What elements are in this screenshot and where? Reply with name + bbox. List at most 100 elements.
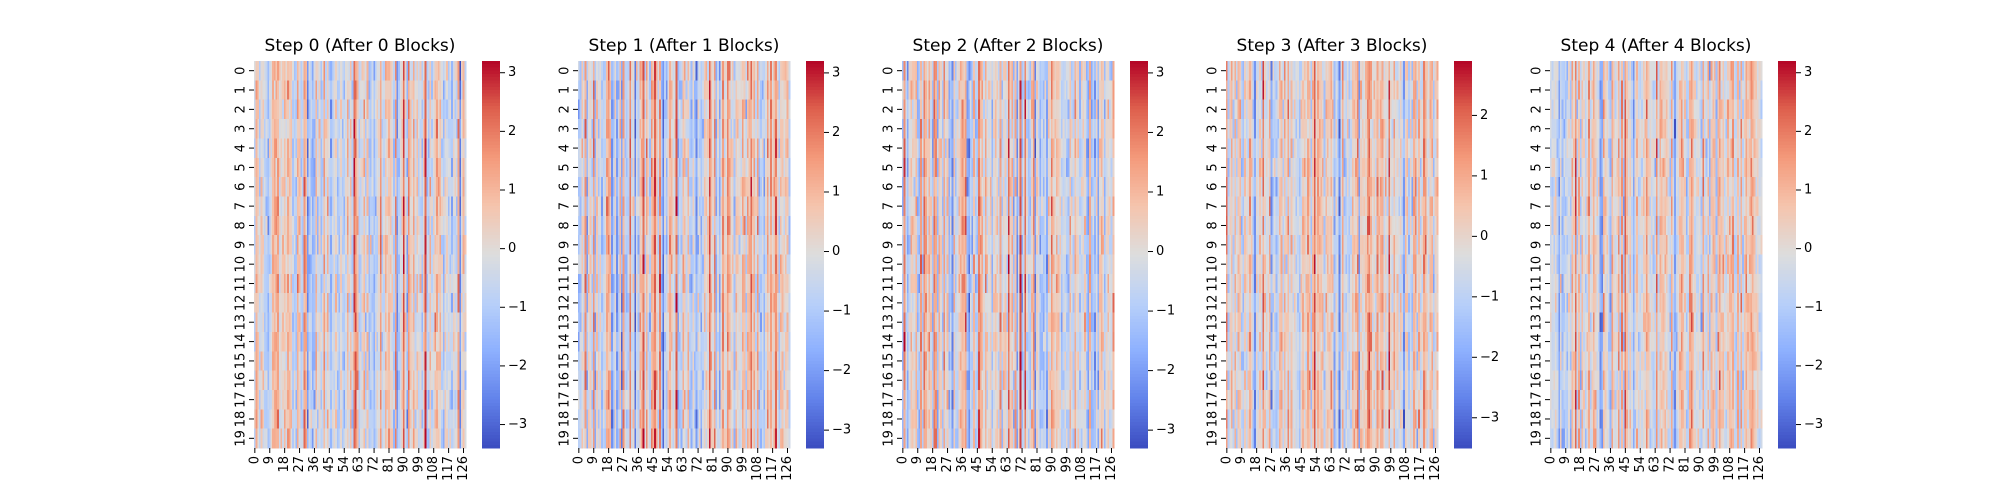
heatmap-cell xyxy=(687,177,690,197)
heatmap-cell xyxy=(287,196,290,217)
heatmap-cell xyxy=(439,428,442,449)
heatmap-cell xyxy=(452,119,455,139)
heatmap-cell xyxy=(340,293,343,313)
heatmap-cell xyxy=(378,235,381,255)
heatmap-cell xyxy=(688,254,692,275)
heatmap-cell xyxy=(578,215,581,236)
heatmap-cell xyxy=(637,119,640,139)
heatmap-cell xyxy=(283,254,286,275)
heatmap-cell xyxy=(320,370,323,391)
heatmap-cell xyxy=(619,196,622,217)
heatmap-cell xyxy=(647,177,650,197)
heatmap-cell xyxy=(403,99,406,120)
heatmap-cell xyxy=(612,235,615,255)
heatmap-cell xyxy=(401,138,404,159)
heatmap-cell xyxy=(278,196,281,217)
heatmap-cell xyxy=(703,61,706,81)
heatmap-cell xyxy=(745,61,748,81)
heatmap-cell xyxy=(330,428,333,449)
heatmap-cell xyxy=(741,138,745,159)
heatmap-cell xyxy=(326,215,329,236)
heatmap-cell xyxy=(260,235,263,255)
heatmap-cell xyxy=(374,196,377,217)
heatmap-cell xyxy=(586,157,589,178)
heatmap-cell xyxy=(677,215,680,236)
heatmap-cell xyxy=(295,370,298,391)
heatmap-cell xyxy=(343,177,346,197)
heatmap-cell xyxy=(700,80,703,101)
heatmap-cell xyxy=(461,254,464,275)
heatmap-cell xyxy=(705,99,708,120)
heatmap-cell xyxy=(346,99,349,120)
heatmap-cell xyxy=(707,215,710,236)
heatmap-cell xyxy=(258,157,262,178)
heatmap-cell xyxy=(452,254,455,275)
heatmap-cell xyxy=(639,254,642,275)
heatmap-cell xyxy=(632,119,635,139)
heatmap-cell xyxy=(287,138,290,159)
heatmap-cell xyxy=(408,370,411,391)
heatmap-cell xyxy=(343,428,346,449)
heatmap-cell xyxy=(690,235,693,255)
heatmap-cell xyxy=(338,293,341,313)
heatmap-cell xyxy=(409,351,412,371)
heatmap-cell xyxy=(318,428,321,449)
heatmap-cell xyxy=(285,351,288,371)
heatmap-cell xyxy=(748,196,751,217)
heatmap-cell xyxy=(680,157,683,178)
heatmap-cell xyxy=(429,254,432,275)
heatmap-cell xyxy=(336,157,339,178)
heatmap-cell xyxy=(350,196,353,217)
heatmap-cell xyxy=(459,196,462,217)
heatmap-cell xyxy=(263,177,266,197)
heatmap-cell xyxy=(688,196,692,217)
heatmap-cell xyxy=(434,351,437,371)
heatmap-cell xyxy=(627,61,630,81)
heatmap-cell xyxy=(363,61,366,81)
heatmap-cell xyxy=(295,254,298,275)
heatmap-cell xyxy=(652,80,655,101)
heatmap-cell xyxy=(258,409,262,430)
heatmap-cell xyxy=(431,215,434,236)
heatmap-cell xyxy=(323,138,326,159)
heatmap-cell xyxy=(343,119,346,139)
heatmap-cell xyxy=(275,196,278,217)
heatmap-cell xyxy=(258,99,262,120)
heatmap-cell xyxy=(409,80,412,101)
heatmap-cell xyxy=(399,351,402,371)
heatmap-cell xyxy=(393,119,396,139)
heatmap-cell xyxy=(316,235,319,255)
heatmap-cell xyxy=(326,293,329,313)
heatmap-cell xyxy=(437,409,440,430)
heatmap-cell xyxy=(429,331,432,352)
heatmap-cell xyxy=(781,177,784,197)
heatmap-cell xyxy=(361,215,364,236)
heatmap-cell xyxy=(315,215,318,236)
heatmap-cell xyxy=(302,215,305,236)
heatmap-cell xyxy=(348,293,351,313)
heatmap-cell xyxy=(664,138,667,159)
heatmap-cell xyxy=(457,312,460,333)
heatmap-cell xyxy=(302,331,305,352)
heatmap-cell xyxy=(669,80,672,101)
heatmap-cell xyxy=(268,61,271,81)
heatmap-cell xyxy=(351,177,354,197)
heatmap-cell xyxy=(408,312,411,333)
heatmap-cell xyxy=(305,370,308,391)
heatmap-cell xyxy=(336,196,339,217)
heatmap-cell xyxy=(639,138,642,159)
heatmap-cell xyxy=(461,215,464,236)
heatmap-cell xyxy=(298,389,301,410)
heatmap-cell xyxy=(326,61,329,81)
heatmap-cell xyxy=(373,370,376,391)
heatmap-cell xyxy=(336,428,339,449)
heatmap-cell xyxy=(746,177,749,197)
heatmap-cell xyxy=(664,80,667,101)
heatmap-cell xyxy=(457,293,460,313)
heatmap-cell xyxy=(429,138,432,159)
heatmap-cell xyxy=(707,61,710,81)
heatmap-cell xyxy=(748,215,751,236)
heatmap-cell xyxy=(750,215,753,236)
heatmap-cell xyxy=(750,177,753,197)
